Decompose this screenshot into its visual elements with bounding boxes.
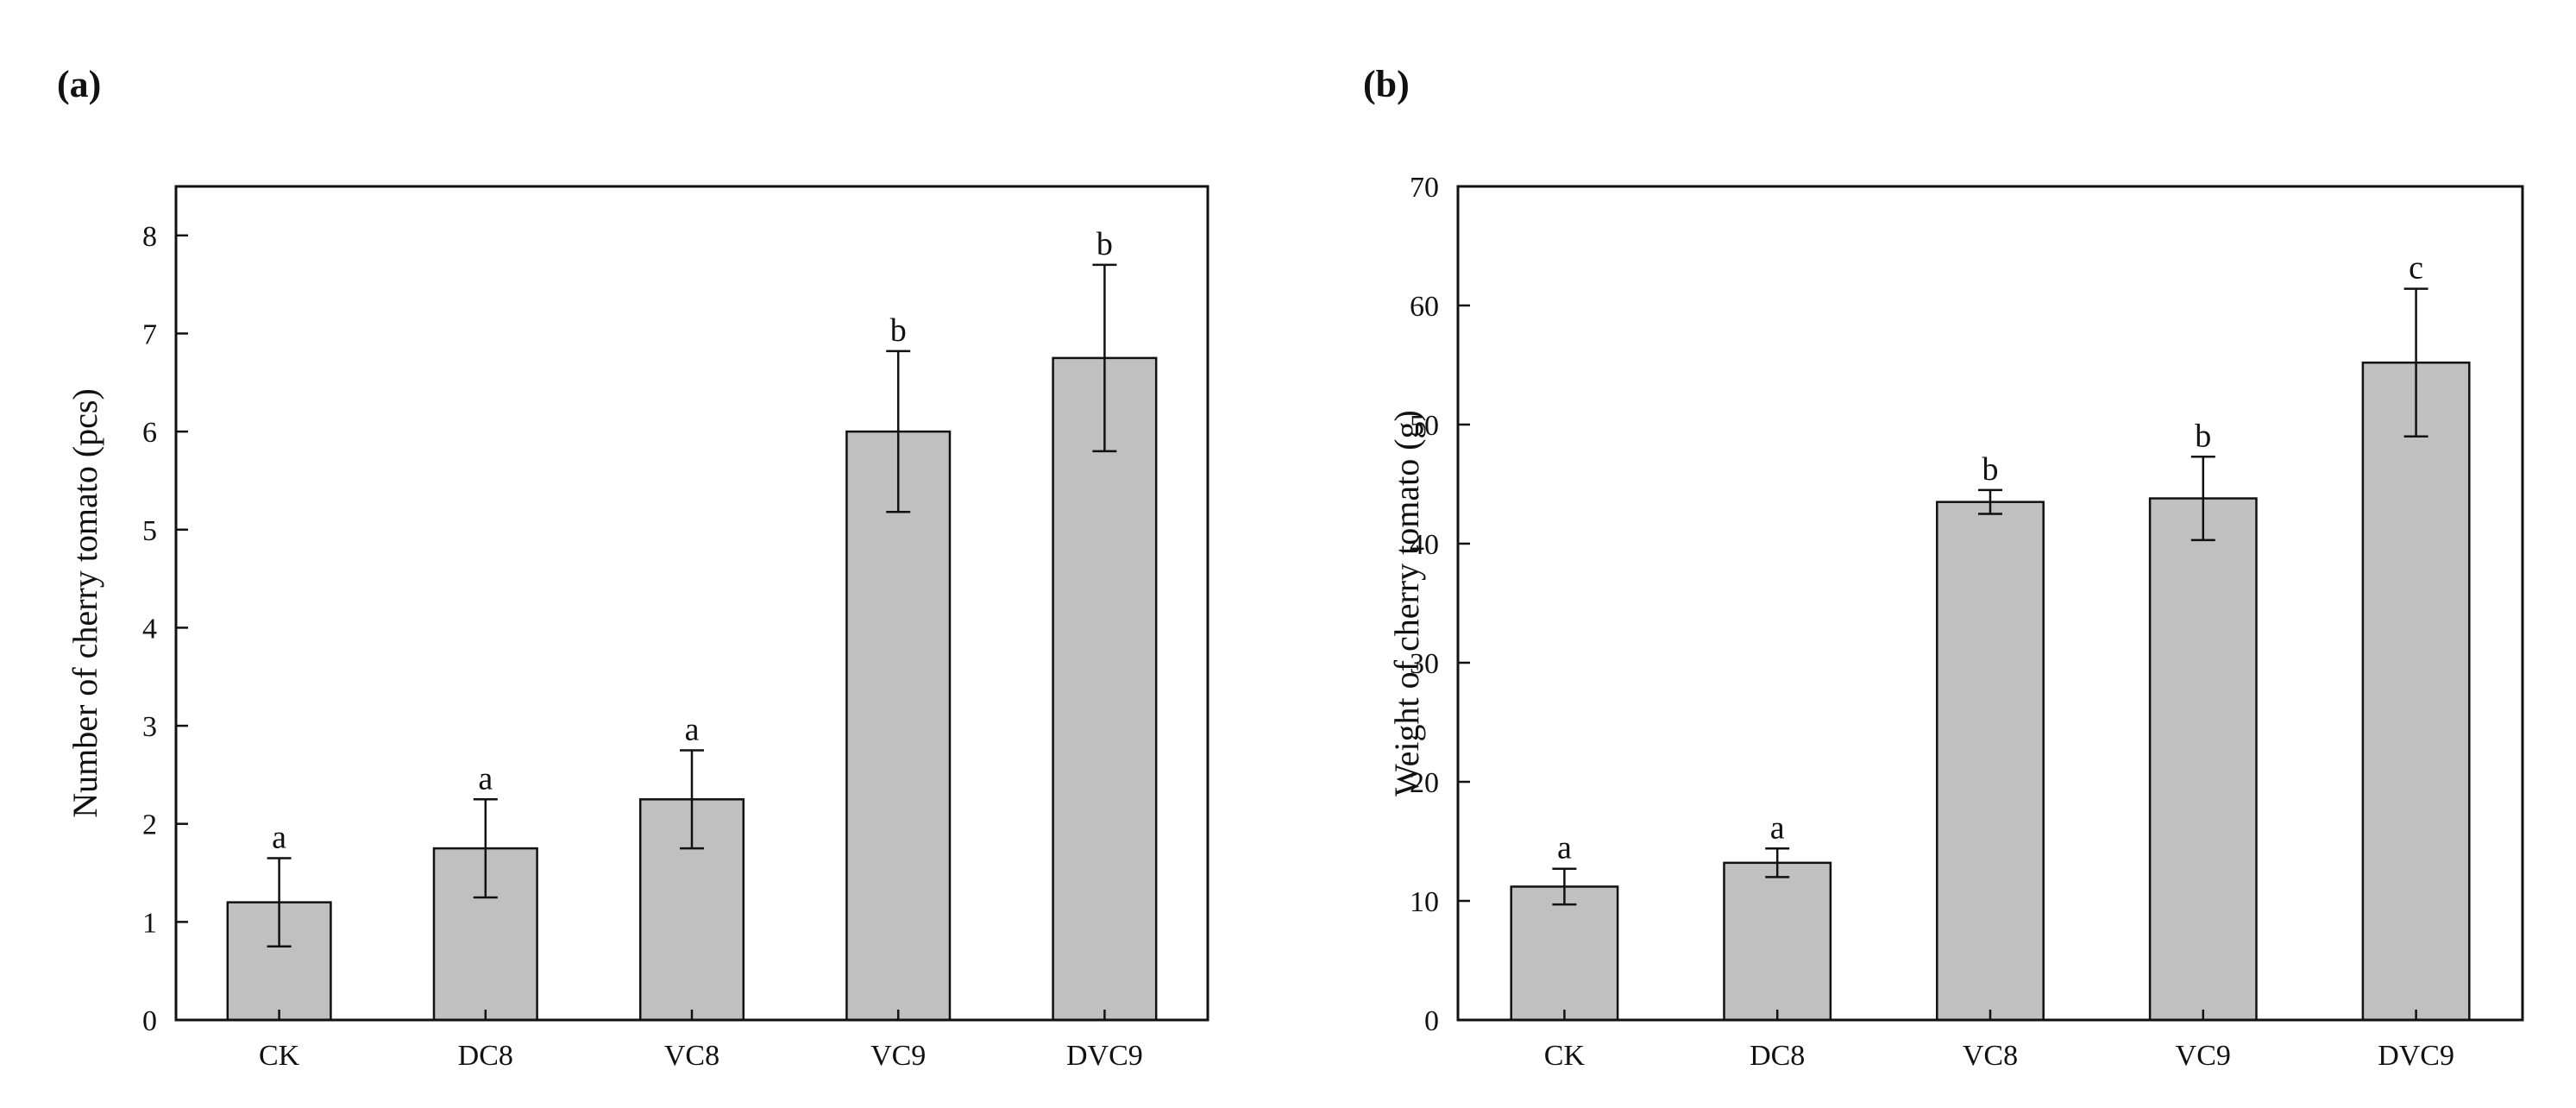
significance-letter: a xyxy=(478,760,493,796)
x-tick-label: DC8 xyxy=(458,1040,513,1072)
y-tick-label: 5 xyxy=(142,515,157,547)
y-tick-label: 60 xyxy=(1410,291,1439,323)
x-tick-label: VC9 xyxy=(870,1040,926,1072)
significance-letter: c xyxy=(2409,250,2423,286)
x-tick-label: VC9 xyxy=(2176,1040,2231,1072)
bar-vc9 xyxy=(2148,497,2258,1022)
y-tick-label: 20 xyxy=(1410,767,1439,799)
significance-letter: b xyxy=(1096,226,1113,262)
plot-frame xyxy=(1456,185,2524,1022)
chart-panel-b: (b) 0 10 20 30 40 50 60 70 a CK a DC8 b VC8 b VC9 c DVC9 We… xyxy=(1363,63,2524,1072)
bar-vc8 xyxy=(1936,500,2045,1022)
bar-dvc9 xyxy=(1052,356,1158,1022)
y-tick-label: 2 xyxy=(142,809,157,841)
bar-ck xyxy=(1510,885,1619,1022)
y-tick-label: 1 xyxy=(142,907,157,939)
significance-letter: b xyxy=(2195,418,2211,454)
y-tick-label: 4 xyxy=(142,613,157,645)
y-tick-label: 3 xyxy=(142,711,157,743)
y-axis-label: Number of cherry tomato (pcs) xyxy=(66,388,104,818)
significance-letter: a xyxy=(685,711,700,747)
significance-letter: b xyxy=(1982,451,1999,488)
significance-letter: b xyxy=(890,312,907,349)
x-tick-label: VC8 xyxy=(1963,1040,2018,1072)
significance-letter: a xyxy=(1770,809,1785,846)
x-tick-label: DC8 xyxy=(1750,1040,1805,1072)
plot-frame xyxy=(174,185,1209,1022)
x-tick-label: CK xyxy=(259,1040,300,1072)
panel-label: (a) xyxy=(57,63,101,105)
y-tick-label: 70 xyxy=(1410,172,1439,204)
y-tick-label: 40 xyxy=(1410,529,1439,561)
y-tick-label: 10 xyxy=(1410,886,1439,918)
y-tick-label: 8 xyxy=(142,221,157,253)
y-axis-label: Weight of cherry tomato (g) xyxy=(1387,410,1426,796)
y-tick-label: 0 xyxy=(1424,1005,1439,1037)
y-tick-label: 50 xyxy=(1410,410,1439,442)
significance-letter: a xyxy=(272,819,286,855)
chart-panel-a: (a) 0 1 2 3 4 5 6 7 8 a CK a DC8 a VC8 b VC9 b DVC9 Number o… xyxy=(57,63,1209,1072)
y-tick-label: 30 xyxy=(1410,648,1439,680)
y-tick-label: 7 xyxy=(142,318,157,350)
x-tick-label: DVC9 xyxy=(2378,1040,2454,1072)
x-tick-label: CK xyxy=(1544,1040,1586,1072)
significance-letter: a xyxy=(1557,830,1572,866)
y-tick-label: 6 xyxy=(142,417,157,449)
y-tick-label: 0 xyxy=(142,1005,157,1037)
bar-dc8 xyxy=(1723,861,1832,1022)
x-tick-label: VC8 xyxy=(664,1040,719,1072)
panel-label: (b) xyxy=(1363,63,1410,105)
bar-dvc9 xyxy=(2361,361,2471,1022)
bar-vc9 xyxy=(845,430,952,1022)
x-tick-label: DVC9 xyxy=(1066,1040,1143,1072)
